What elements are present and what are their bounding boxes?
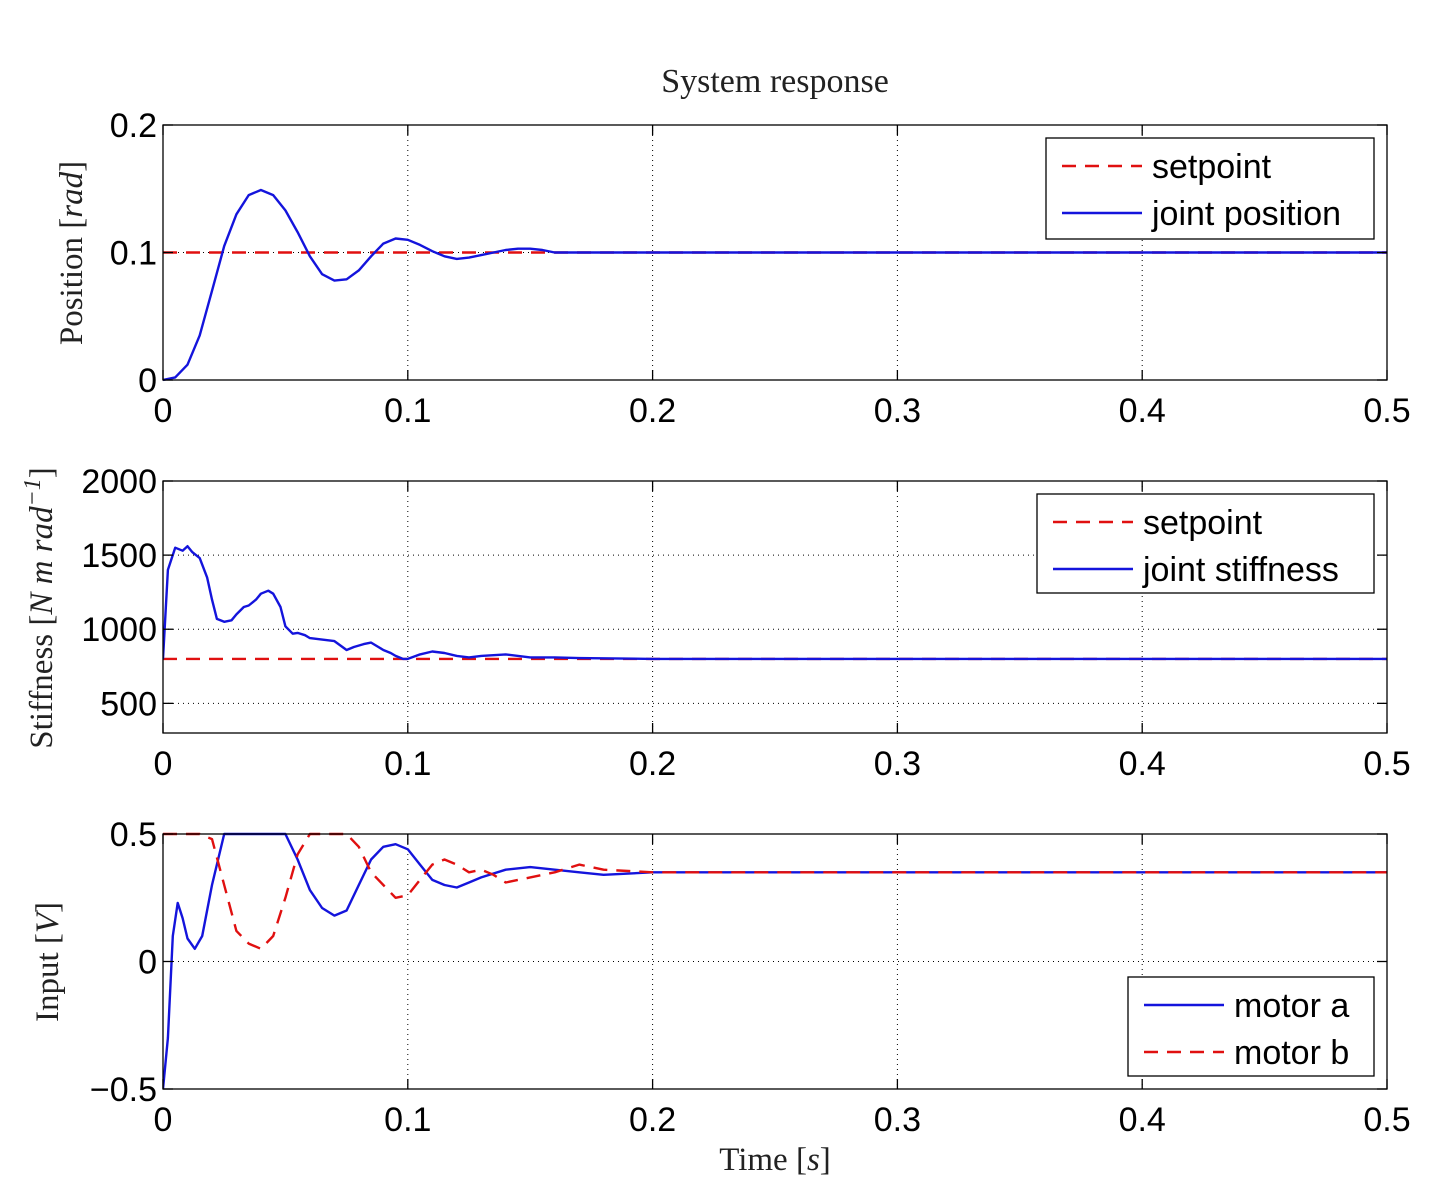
- stiffness-ytick-label: 2000: [81, 463, 157, 501]
- position-xtick-label: 0: [154, 392, 173, 430]
- input-ylabel-unit: V: [30, 909, 66, 933]
- position-xtick-label: 0.1: [384, 392, 431, 430]
- position-ytick-label: 0: [138, 362, 157, 400]
- stiffness-ylabel: Stiffness [N m rad−1]: [20, 467, 60, 749]
- stiffness-ylabel-unit: N m rad: [24, 506, 60, 616]
- x-axis-label-unit: s: [807, 1142, 820, 1178]
- position-ylabel-unit: rad: [54, 171, 90, 217]
- stiffness-series-joint-stiffness: [163, 545, 1387, 661]
- x-axis-label-text: Time: [719, 1142, 787, 1178]
- position-series-joint-position: [163, 188, 1387, 382]
- stiffness-axes-box: [162, 480, 1388, 734]
- input-legend-box: [1127, 976, 1375, 1077]
- x-axis-label: Time [s]: [719, 1142, 831, 1178]
- input-xtick-label: 0.3: [874, 1101, 921, 1139]
- stiffness-ylabel-text: Stiffness: [24, 634, 60, 749]
- input-legend: motor a motor b: [1127, 976, 1375, 1077]
- position-xtick-label: 0.5: [1363, 392, 1410, 430]
- stiffness-ytick-label: 1000: [81, 611, 157, 649]
- figure-title: System response: [661, 63, 889, 100]
- position-legend: setpoint joint position: [1045, 137, 1375, 240]
- position-ylabel: Position [rad]: [54, 161, 90, 345]
- stiffness-xtick-label: 0.5: [1363, 745, 1410, 783]
- stiffness-xtick-label: 0.2: [629, 745, 676, 783]
- input-xtick-label: 0.5: [1363, 1101, 1410, 1139]
- stiffness-xtick-label: 0.4: [1119, 745, 1166, 783]
- input-legend-label: motor b: [1234, 1034, 1349, 1072]
- position-legend-box: [1045, 137, 1375, 240]
- input-xtick-label: 0.2: [629, 1101, 676, 1139]
- stiffness-ytick-label: 1500: [81, 537, 157, 575]
- position-ytick-label: 0.2: [110, 107, 157, 145]
- input-ytick-label: −0.5: [90, 1071, 157, 1109]
- stiffness-xtick-label: 0.3: [874, 745, 921, 783]
- position-plot: 0 0.1 0.2 0.3 0.4 0.5 0 0.1 0.2 setpoint joint pos…: [110, 107, 1411, 430]
- panel-input: Input [V] 0 0.1 0.2 0.3 0.4 0.5−0.500.5motor …: [30, 816, 1411, 1139]
- position-xtick-label: 0.3: [874, 392, 921, 430]
- stiffness-legend-label: joint stiffness: [1142, 551, 1339, 589]
- input-series-motor-b: [163, 832, 1387, 950]
- stiffness-ytick-label: 500: [100, 685, 157, 723]
- input-legend-label: motor a: [1234, 987, 1349, 1025]
- input-ylabel: Input [V]: [30, 902, 66, 1022]
- input-series-motor-a: [163, 832, 1387, 1090]
- stiffness-legend-label: setpoint: [1143, 504, 1263, 542]
- stiffness-xtick-label: 0.1: [384, 745, 431, 783]
- input-xtick-label: 0.1: [384, 1101, 431, 1139]
- panel-position: Position [rad] 0 0.1 0.2 0.3 0.4 0.5 0 0.1 0.2 se…: [54, 107, 1411, 430]
- position-legend-label: joint position: [1151, 195, 1341, 233]
- position-xtick-label: 0.4: [1119, 392, 1166, 430]
- position-legend-label: setpoint: [1152, 148, 1272, 186]
- stiffness-xtick-label: 0: [154, 745, 173, 783]
- position-xtick-label: 0.2: [629, 392, 676, 430]
- input-ylabel-text: Input: [30, 952, 66, 1022]
- input-ytick-label: 0.5: [110, 816, 157, 854]
- stiffness-legend: setpoint joint stiffness: [1036, 493, 1375, 594]
- position-ytick-label: 0.1: [110, 235, 157, 273]
- position-ylabel-text: Position: [54, 237, 90, 345]
- stiffness-ylabel-exponent: −1: [20, 478, 46, 506]
- input-ytick-label: 0: [138, 944, 157, 982]
- input-xtick-label: 0: [154, 1101, 173, 1139]
- stiffness-legend-box: [1036, 493, 1375, 594]
- panel-stiffness: Stiffness [N m rad−1] 0 0.1 0.2 0.3 0.4 0.5 50…: [20, 463, 1411, 783]
- stiffness-plot: 0 0.1 0.2 0.3 0.4 0.5 500 1000 1500 2000 setpoint j…: [81, 463, 1410, 783]
- input-xtick-label: 0.4: [1119, 1101, 1166, 1139]
